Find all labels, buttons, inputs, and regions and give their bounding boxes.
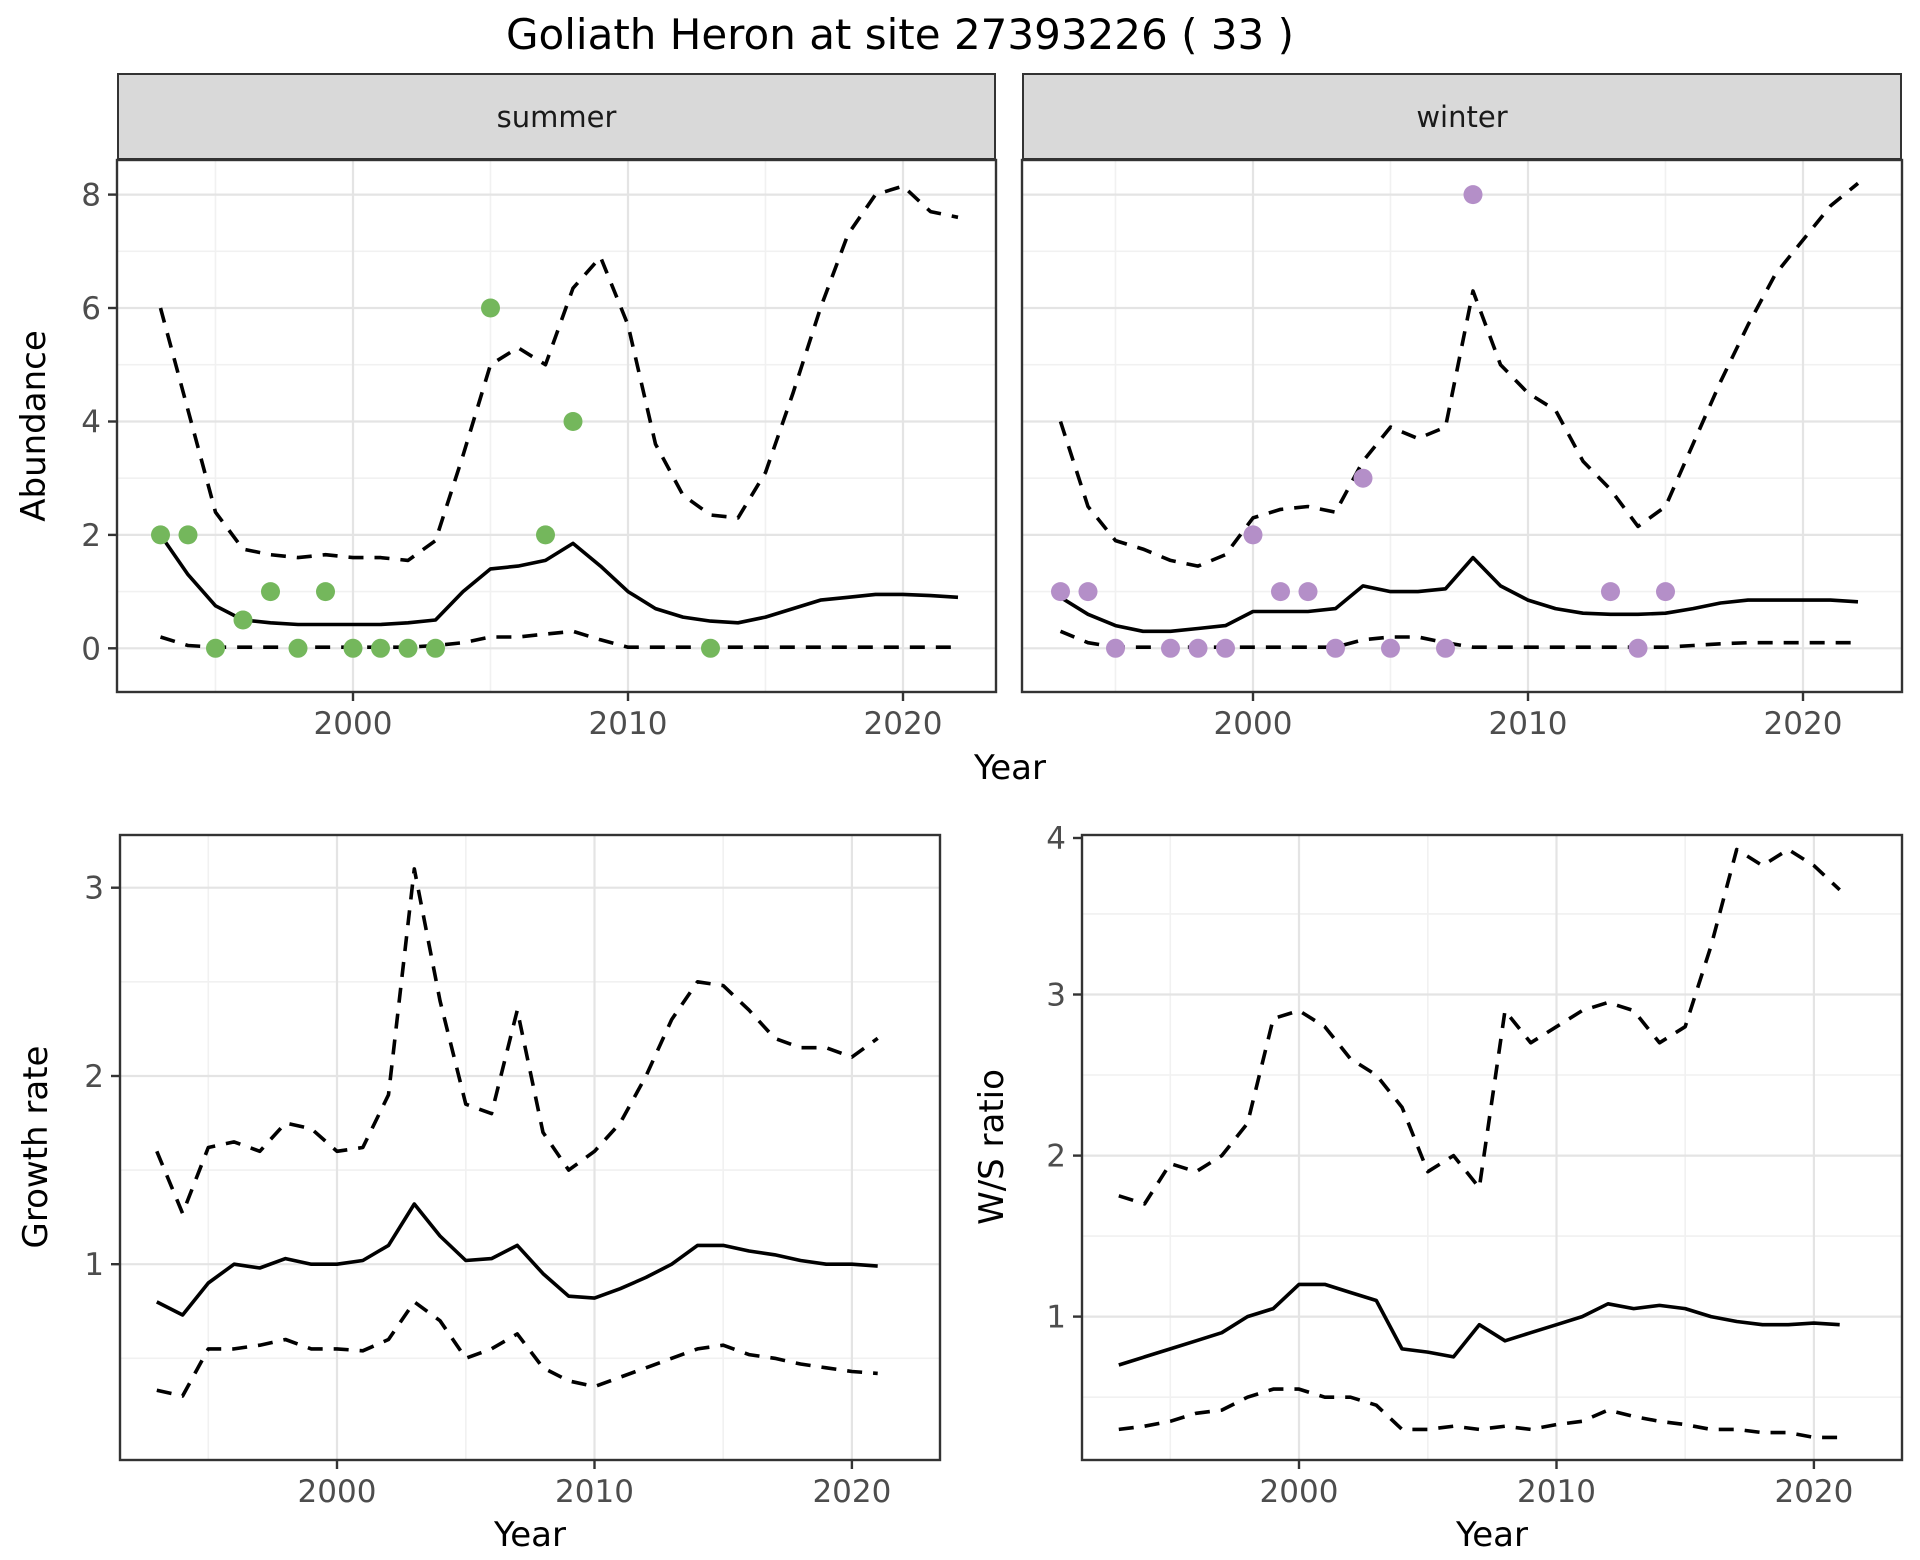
abundance-summer-data-point bbox=[288, 638, 308, 658]
y-tick-label: 2 bbox=[84, 1059, 104, 1095]
y-tick-label: 1 bbox=[84, 1247, 104, 1283]
abundance-winter-data-point bbox=[1436, 638, 1455, 658]
y-tick-label: 2 bbox=[1046, 1139, 1066, 1175]
abundance-summer-plot-area bbox=[117, 160, 996, 692]
x-tick-label: 2020 bbox=[812, 1474, 891, 1510]
abundance-summer-data-point bbox=[563, 412, 583, 431]
abundance-summer-data-point bbox=[481, 298, 500, 318]
abundance-summer-data-point bbox=[701, 638, 720, 658]
abundance-winter-data-point bbox=[1656, 582, 1675, 602]
y-tick-label: 3 bbox=[84, 871, 104, 907]
x-tick-label: 2000 bbox=[1260, 1474, 1339, 1510]
y-tick-label: 6 bbox=[81, 291, 101, 327]
abundance-winter-lower_ci-line bbox=[1059, 629, 1858, 649]
x-tick-label: 2010 bbox=[1517, 1474, 1596, 1510]
abundance-winter-plot-area bbox=[1022, 160, 1902, 692]
growth-rate-median-line bbox=[155, 1202, 878, 1317]
abundance-summer-upper_ci-line bbox=[158, 184, 959, 563]
abundance-winter-data-point bbox=[1161, 638, 1180, 658]
abundance-winter-panel-border bbox=[1020, 158, 1904, 694]
facet-strip-winter-label: winter bbox=[1416, 99, 1508, 134]
growth-rate-panel-border bbox=[118, 833, 942, 1462]
plot-title: Goliath Heron at site 27393226 ( 33 ) bbox=[506, 10, 1294, 59]
abundance-winter-data-point bbox=[1106, 638, 1125, 658]
abundance-winter-data-point bbox=[1628, 638, 1648, 658]
ws-ratio-plot-area bbox=[1082, 835, 1902, 1460]
ws-ratio-upper_ci-line bbox=[1118, 847, 1841, 1206]
y-axis-title-growth-rate: Growth rate bbox=[16, 1045, 56, 1249]
x-tick-label: 2000 bbox=[298, 1474, 377, 1510]
abundance-winter-data-point bbox=[1381, 638, 1400, 658]
x-tick-label: 2020 bbox=[864, 706, 943, 742]
growth-rate-plot-area bbox=[120, 835, 940, 1460]
y-tick-label: 4 bbox=[1046, 821, 1066, 857]
abundance-winter-data-point bbox=[1243, 525, 1263, 545]
y-tick-label: 8 bbox=[81, 178, 101, 214]
abundance-summer-median-line bbox=[159, 533, 959, 627]
y-tick-label: 3 bbox=[1046, 978, 1066, 1014]
abundance-summer-data-point bbox=[316, 582, 335, 602]
y-tick-label: 1 bbox=[1046, 1300, 1066, 1336]
abundance-summer-data-point bbox=[151, 525, 170, 545]
y-tick-label: 2 bbox=[81, 518, 101, 554]
ws-ratio-panel-border bbox=[1080, 833, 1904, 1462]
facet-strip-summer: summer bbox=[117, 73, 996, 160]
abundance-winter-upper_ci-line bbox=[1058, 181, 1860, 568]
x-tick-label: 2000 bbox=[314, 706, 393, 742]
x-tick-label: 2000 bbox=[1214, 706, 1293, 742]
ws-ratio-lower_ci-line bbox=[1118, 1387, 1840, 1440]
y-tick-label: 0 bbox=[81, 631, 101, 667]
abundance-summer-data-point bbox=[371, 638, 390, 658]
abundance-summer-data-point bbox=[343, 638, 363, 658]
abundance-winter-data-point bbox=[1078, 582, 1098, 602]
abundance-winter-data-point bbox=[1353, 468, 1373, 488]
abundance-summer-data-point bbox=[206, 638, 225, 658]
abundance-summer-data-point bbox=[178, 525, 198, 545]
facet-strip-winter: winter bbox=[1022, 73, 1902, 160]
abundance-summer-data-point bbox=[398, 638, 418, 658]
x-axis-title-year-bottom-left: Year bbox=[494, 1515, 566, 1555]
x-tick-label: 2010 bbox=[555, 1474, 634, 1510]
abundance-winter-data-point bbox=[1188, 638, 1208, 658]
x-tick-label: 2020 bbox=[1774, 1474, 1853, 1510]
abundance-winter-data-point bbox=[1463, 185, 1483, 205]
abundance-summer-data-point bbox=[426, 638, 445, 658]
x-tick-label: 2020 bbox=[1764, 706, 1843, 742]
abundance-summer-data-point bbox=[233, 610, 253, 630]
y-axis-title-ws-ratio: W/S ratio bbox=[972, 1069, 1012, 1225]
x-tick-label: 2010 bbox=[1489, 706, 1568, 742]
abundance-winter-data-point bbox=[1298, 582, 1318, 602]
abundance-summer-lower_ci-line bbox=[159, 629, 958, 649]
growth-rate-lower_ci-line bbox=[156, 1300, 878, 1398]
y-tick-label: 4 bbox=[81, 405, 101, 441]
x-tick-label: 2010 bbox=[589, 706, 668, 742]
x-axis-title-year-top: Year bbox=[974, 748, 1046, 788]
abundance-winter-median-line bbox=[1059, 555, 1859, 634]
y-axis-title-abundance: Abundance bbox=[14, 330, 54, 522]
growth-rate-upper_ci-line bbox=[155, 867, 879, 1216]
abundance-winter-data-point bbox=[1051, 582, 1070, 602]
abundance-winter-data-point bbox=[1326, 638, 1345, 658]
abundance-winter-data-point bbox=[1271, 582, 1290, 602]
abundance-winter-data-point bbox=[1601, 582, 1620, 602]
abundance-summer-data-point bbox=[536, 525, 555, 545]
facet-strip-summer-label: summer bbox=[496, 99, 617, 134]
abundance-summer-panel-border bbox=[115, 158, 998, 694]
abundance-summer-data-point bbox=[261, 582, 280, 602]
abundance-winter-data-point bbox=[1216, 638, 1235, 658]
ws-ratio-median-line bbox=[1118, 1282, 1840, 1367]
x-axis-title-year-bottom-right: Year bbox=[1456, 1515, 1528, 1555]
